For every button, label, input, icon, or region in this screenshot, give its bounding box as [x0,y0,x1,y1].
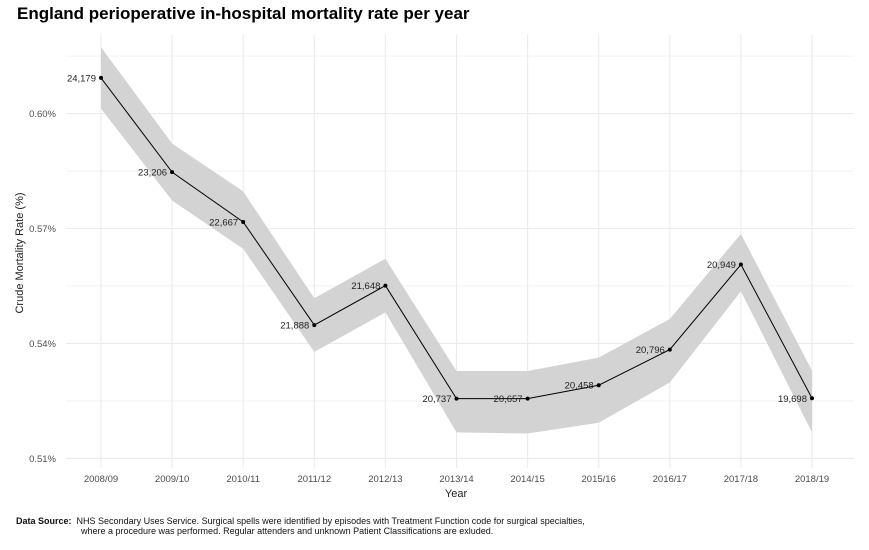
data-label: 24,179 [67,73,96,84]
y-tick-label: 0.51% [29,454,56,465]
y-axis-ticks: 0.51% 0.54% 0.57% 0.60% [29,109,56,465]
x-tick-label: 2018/19 [795,474,829,485]
data-point [383,283,388,288]
chart-title: England perioperative in-hospital mortal… [17,4,470,23]
data-points [99,75,814,401]
data-point [738,262,743,267]
x-tick-label: 2012/13 [368,474,402,485]
y-tick-label: 0.54% [29,339,56,350]
data-label: 20,949 [707,260,736,271]
data-label: 21,648 [351,281,380,292]
data-point [99,75,103,80]
data-label: 20,737 [422,394,451,405]
data-point [170,170,175,175]
mortality-line-chart: 24,179 23,206 22,667 21,888 21,648 20,737 20,6… [14,35,854,500]
y-tick-label: 0.57% [29,224,56,235]
data-label: 20,657 [494,394,523,405]
confidence-band [101,47,812,434]
data-point [596,383,601,388]
data-label: 19,698 [778,394,807,405]
y-axis-label: Crude Mortality Rate (%) [14,192,26,313]
x-tick-label: 2009/10 [155,474,189,485]
data-label: 20,458 [565,381,594,392]
x-tick-label: 2008/09 [84,474,118,485]
x-tick-label: 2015/16 [582,474,616,485]
data-label: 21,888 [280,321,309,332]
x-axis-ticks: 2008/09 2009/10 2010/11 2011/12 2012/13 2013/… [84,474,829,485]
data-labels: 24,179 23,206 22,667 21,888 21,648 20,737 20,6… [67,73,807,405]
y-tick-label: 0.60% [29,109,56,120]
data-label: 23,206 [138,168,167,179]
caption-line-1: NHS Secondary Uses Service. Surgical spe… [76,516,585,526]
data-source-caption: Data Source: NHS Secondary Uses Service.… [16,516,585,536]
caption-label: Data Source: [16,516,72,526]
x-tick-label: 2014/15 [510,474,544,485]
x-tick-label: 2013/14 [439,474,473,485]
x-tick-label: 2010/11 [226,474,260,485]
x-tick-label: 2017/18 [724,474,758,485]
caption-line-2: where a procedure was performed. Regular… [81,526,494,536]
data-point [312,323,317,328]
data-label: 20,796 [636,345,665,356]
data-point [810,396,814,401]
data-label: 22,667 [209,217,238,228]
data-point [525,396,530,401]
data-point [667,347,672,352]
x-tick-label: 2011/12 [297,474,331,485]
x-axis-label: Year [445,488,468,500]
data-point [241,219,246,224]
x-tick-label: 2016/17 [653,474,687,485]
data-point [454,396,459,401]
